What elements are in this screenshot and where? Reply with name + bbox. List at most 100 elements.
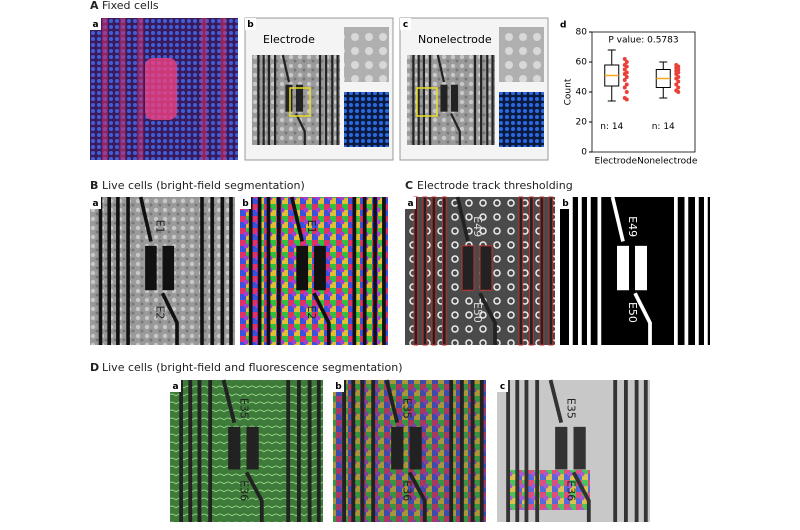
section-title: Fixed cells	[102, 0, 159, 12]
track	[220, 197, 225, 345]
track	[257, 55, 260, 145]
track	[116, 197, 120, 345]
point	[622, 67, 627, 72]
electrode-tracks	[248, 196, 386, 345]
track	[473, 55, 477, 145]
track	[486, 55, 489, 145]
electrode	[391, 426, 404, 470]
point	[624, 75, 629, 79]
point	[674, 72, 679, 76]
track	[429, 55, 432, 145]
track	[126, 197, 130, 345]
red-streak	[119, 18, 126, 160]
section-letter: A	[90, 0, 99, 12]
track	[286, 380, 291, 522]
track	[296, 380, 301, 522]
connector	[436, 54, 461, 145]
point	[622, 85, 627, 90]
panel-letter: d	[560, 21, 566, 31]
section-title: Live cells (bright-field segmentation)	[102, 179, 305, 192]
cell-cluster	[145, 58, 177, 120]
track	[422, 55, 426, 145]
letter-box	[240, 197, 251, 209]
electrode	[314, 245, 326, 291]
electrode-tracks	[257, 54, 339, 145]
point	[624, 90, 629, 94]
electrode-label: E35	[564, 398, 577, 419]
section-title: Electrode track thresholding	[417, 179, 573, 192]
track	[197, 380, 202, 522]
red-streak	[220, 18, 227, 160]
electrode	[285, 84, 293, 112]
electrode-label: E35	[237, 398, 250, 419]
red-streak	[101, 18, 108, 160]
track	[373, 197, 377, 345]
connector	[221, 379, 264, 522]
track	[524, 380, 529, 522]
annotation: P value: 0.5783	[608, 36, 678, 46]
track	[179, 380, 184, 522]
electrode-label: E35	[400, 398, 413, 419]
electrode-label: E2	[305, 305, 318, 319]
track	[643, 380, 648, 522]
track	[188, 380, 193, 522]
electrode-tracks	[506, 379, 648, 522]
artwork	[90, 17, 710, 522]
point	[676, 90, 681, 94]
track	[318, 55, 322, 145]
track	[695, 197, 699, 345]
electrode	[451, 84, 459, 112]
electrode	[479, 245, 493, 291]
electrode	[555, 426, 568, 470]
panel-letter: a	[407, 199, 413, 209]
electrode	[635, 245, 647, 291]
point	[622, 78, 627, 82]
panel-caption: Nonelectrode	[418, 33, 492, 46]
point	[622, 57, 627, 61]
track	[479, 380, 484, 522]
track	[316, 380, 321, 522]
track	[266, 197, 271, 345]
y-tick-label: 40	[576, 88, 588, 98]
electrode-label: E50	[626, 302, 639, 323]
panel-letter: b	[247, 20, 254, 30]
connector	[455, 196, 497, 345]
track	[684, 197, 689, 345]
roi	[289, 87, 311, 117]
electrode	[228, 426, 241, 470]
y-tick-label: 60	[576, 58, 588, 68]
electrode-label: E2	[154, 305, 167, 319]
track	[506, 380, 511, 522]
electrode-tracks	[413, 196, 554, 346]
track	[548, 196, 554, 346]
electrode-tracks	[569, 196, 708, 345]
track	[342, 380, 347, 522]
letter-box	[560, 197, 571, 209]
letter-box	[400, 18, 411, 30]
track	[449, 380, 454, 522]
electrode-tracks	[98, 196, 233, 345]
roi	[416, 87, 438, 117]
panel-letter: a	[92, 199, 98, 209]
track	[267, 55, 271, 145]
track	[362, 197, 367, 345]
electrode	[296, 245, 309, 291]
track	[417, 55, 420, 145]
micrograph	[499, 92, 544, 147]
electrode	[162, 245, 175, 291]
track	[351, 380, 356, 522]
track	[491, 55, 494, 145]
electrode-tracks	[179, 379, 321, 522]
point	[624, 97, 629, 102]
panel-letter: a	[172, 382, 178, 392]
electrode-label: E49	[626, 216, 639, 237]
section-letter: D	[90, 361, 99, 374]
electrode	[409, 426, 422, 470]
panel-letter: c	[500, 382, 505, 392]
track	[623, 380, 628, 522]
point	[624, 60, 629, 64]
electrode	[440, 84, 448, 112]
track	[587, 197, 591, 345]
y-tick-label: 80	[576, 28, 588, 38]
